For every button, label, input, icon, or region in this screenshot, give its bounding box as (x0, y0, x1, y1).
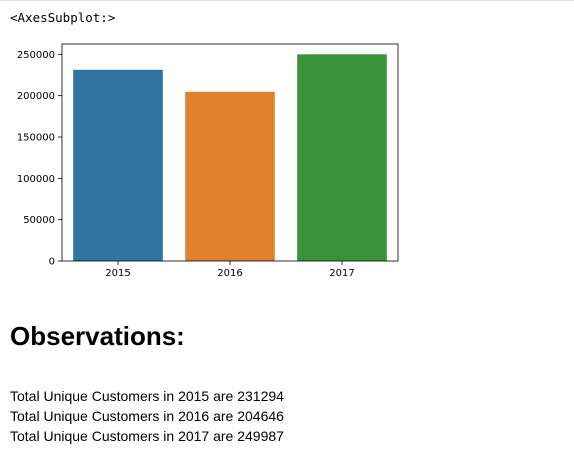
y-tick-label: 100000 (17, 174, 55, 185)
bar-2015 (73, 69, 163, 261)
cell-divider (0, 0, 574, 1)
y-tick-label: 0 (49, 257, 55, 268)
bars-layer (73, 54, 387, 262)
observation-line: Total Unique Customers in 2015 are 23129… (10, 388, 284, 404)
x-tick-label: 2016 (217, 268, 242, 279)
bar-2016 (185, 91, 275, 261)
y-tick-label: 50000 (23, 215, 55, 226)
axes-layer: 0 50000 100000 150000 200000 250000 2015 2016 20… (17, 43, 399, 279)
y-tick-label: 200000 (17, 91, 55, 102)
x-tick-label: 2017 (329, 268, 354, 279)
bar-chart: 0 50000 100000 150000 200000 250000 2015 2016 20… (0, 30, 420, 290)
observations-heading: Observations: (10, 321, 185, 351)
observation-line: Total Unique Customers in 2016 are 20464… (10, 408, 284, 424)
cell-output-repr: <AxesSubplot:> (10, 10, 116, 25)
y-tick-label: 250000 (17, 50, 55, 61)
observation-line: Total Unique Customers in 2017 are 24998… (10, 428, 284, 444)
bar-chart-svg: 0 50000 100000 150000 200000 250000 2015 2016 20… (17, 43, 399, 279)
x-tick-label: 2015 (105, 268, 130, 279)
observations-list: Total Unique Customers in 2015 are 23129… (10, 386, 284, 446)
y-tick-label: 150000 (17, 132, 55, 143)
bar-2017 (297, 54, 387, 262)
